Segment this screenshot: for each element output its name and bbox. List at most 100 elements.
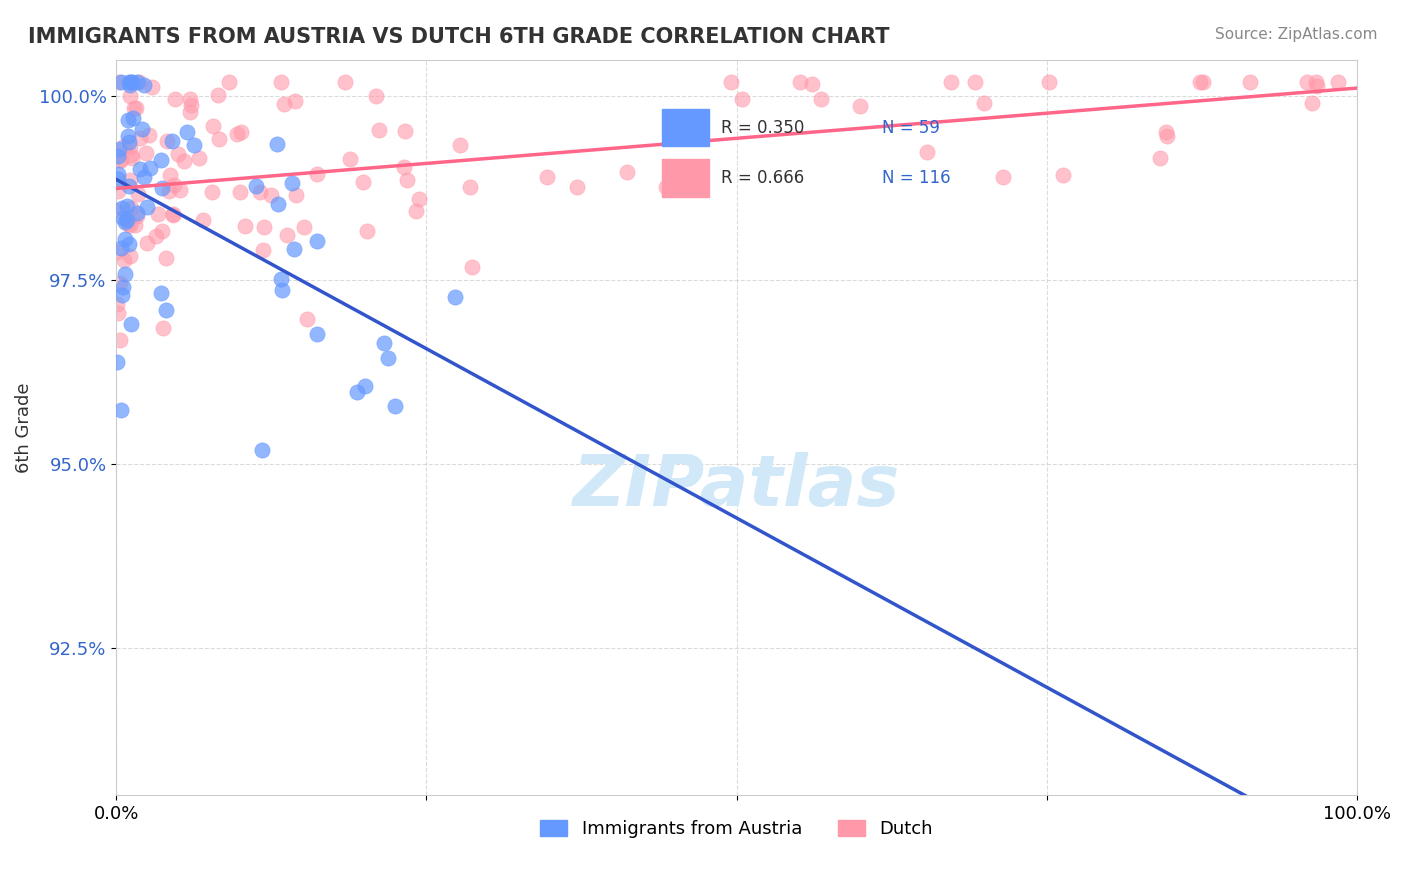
Point — [801, 77, 824, 91]
Point — [107, 168, 129, 182]
Point — [229, 125, 252, 139]
Text: R = 0.666: R = 0.666 — [721, 169, 804, 187]
Point — [112, 139, 135, 153]
Point — [114, 232, 136, 246]
Point — [218, 75, 240, 89]
Point — [146, 207, 169, 221]
Point — [226, 128, 249, 142]
Point — [395, 173, 418, 187]
Text: N = 116: N = 116 — [882, 169, 950, 187]
Point — [121, 75, 143, 89]
Point — [120, 219, 142, 233]
Point — [1149, 151, 1171, 165]
Point — [536, 169, 558, 184]
Point — [127, 186, 149, 201]
Point — [461, 260, 484, 274]
Point — [377, 351, 399, 365]
Point — [107, 184, 129, 198]
Point — [245, 179, 267, 194]
Point — [270, 75, 292, 89]
Point — [276, 228, 298, 243]
Point — [449, 138, 471, 153]
Point — [366, 89, 388, 103]
Point — [127, 75, 149, 89]
Point — [125, 206, 148, 220]
Point — [107, 306, 129, 320]
Point — [110, 75, 132, 89]
Point — [973, 95, 995, 110]
Point — [307, 167, 329, 181]
Point — [384, 400, 406, 414]
Point — [117, 128, 139, 143]
Point — [131, 121, 153, 136]
Point — [249, 185, 271, 199]
Point — [111, 201, 134, 215]
Point — [111, 288, 134, 302]
Point — [1295, 75, 1317, 89]
Point — [271, 283, 294, 297]
Point — [132, 78, 155, 92]
Point — [354, 379, 377, 393]
Point — [139, 161, 162, 176]
Point — [118, 179, 141, 194]
Point — [105, 354, 128, 368]
Point — [176, 125, 198, 139]
Y-axis label: 6th Grade: 6th Grade — [15, 383, 32, 473]
Point — [346, 384, 368, 399]
Point — [616, 164, 638, 178]
Point — [250, 443, 273, 458]
Point — [179, 92, 201, 106]
Point — [173, 154, 195, 169]
Point — [849, 98, 872, 112]
Point — [673, 178, 696, 193]
Point — [118, 236, 141, 251]
Point — [208, 132, 231, 146]
Point — [731, 92, 754, 106]
Point — [408, 192, 430, 206]
Point — [155, 252, 177, 266]
Text: N = 59: N = 59 — [882, 120, 941, 137]
Point — [110, 241, 132, 255]
Point — [114, 215, 136, 229]
Point — [118, 75, 141, 89]
Text: ZIPatlas: ZIPatlas — [574, 452, 900, 521]
Point — [108, 334, 131, 348]
Point — [191, 213, 214, 227]
Point — [150, 223, 173, 237]
Point — [112, 211, 135, 226]
Point — [915, 145, 938, 159]
Point — [120, 173, 142, 187]
Point — [120, 140, 142, 154]
Point — [157, 184, 180, 198]
Point — [108, 276, 131, 290]
Point — [111, 280, 134, 294]
Point — [108, 75, 131, 89]
Point — [107, 172, 129, 186]
Point — [129, 161, 152, 176]
Point — [565, 180, 588, 194]
Point — [162, 207, 184, 221]
Point — [1239, 75, 1261, 89]
Point — [810, 92, 832, 106]
Point — [105, 245, 128, 260]
Point — [654, 179, 676, 194]
Point — [993, 169, 1015, 184]
Point — [160, 134, 183, 148]
Point — [115, 198, 138, 212]
Point — [150, 286, 173, 301]
Point — [114, 267, 136, 281]
Point — [138, 128, 160, 142]
Point — [273, 97, 295, 112]
Point — [107, 149, 129, 163]
Point — [149, 153, 172, 167]
Point — [235, 219, 257, 233]
Point — [1306, 79, 1329, 94]
Point — [135, 145, 157, 160]
Point — [789, 75, 811, 89]
Point — [1156, 128, 1178, 143]
Bar — [662, 159, 709, 196]
Point — [108, 153, 131, 168]
Point — [120, 78, 142, 92]
Point — [367, 123, 389, 137]
Point — [120, 317, 142, 331]
